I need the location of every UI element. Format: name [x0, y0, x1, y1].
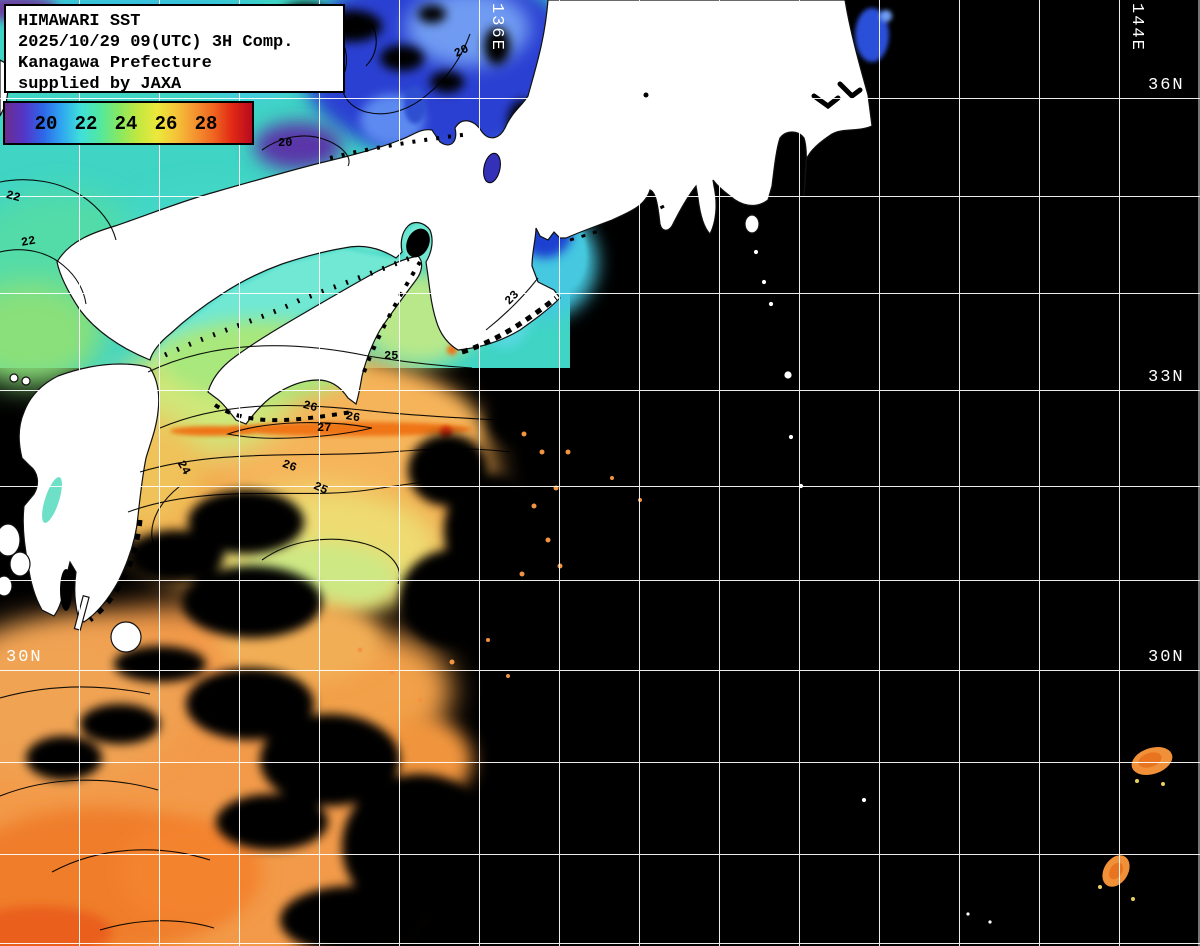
- lake-biwa: [483, 152, 501, 184]
- awaji-nodata: [406, 228, 430, 258]
- land-honshu: [56, 0, 873, 361]
- lake-dot: [643, 92, 649, 98]
- land-yakushima: [110, 621, 142, 653]
- title-line-datetime: 2025/10/29 09(UTC) 3H Comp.: [18, 33, 294, 52]
- ariake-sea: [42, 477, 62, 523]
- colorbar-tick: 20: [34, 113, 58, 135]
- title-line-region: Kanagawa Prefecture: [18, 54, 212, 73]
- lake-kasumigaura: [811, 81, 863, 110]
- land-izu-oshima: [744, 214, 760, 234]
- coastal-fringe: [88, 132, 665, 622]
- land-kyushu: [18, 363, 160, 623]
- sst-colorbar: 20 22 24 26 28: [3, 101, 254, 145]
- land-island: [9, 551, 31, 577]
- cloud-no-data-mask: [26, 3, 550, 946]
- colorbar-tick: 22: [74, 113, 98, 135]
- title-line-product: HIMAWARI SST: [18, 12, 141, 31]
- land-island: [0, 523, 21, 557]
- se-islands-sst: [1098, 747, 1173, 901]
- title-box: HIMAWARI SST 2025/10/29 09(UTC) 3H Comp.…: [4, 4, 345, 94]
- title-line-source: supplied by JAXA: [18, 75, 182, 94]
- small-islands: [753, 249, 993, 925]
- lakes: [42, 81, 863, 611]
- colorbar-tick: 24: [114, 113, 138, 135]
- land-island: [0, 575, 13, 597]
- land: [0, 0, 873, 653]
- land-tanegashima: [73, 595, 90, 631]
- kagoshima-bay: [60, 569, 72, 611]
- land-shikoku: [207, 255, 423, 425]
- colorbar-tick: 28: [194, 113, 218, 135]
- colorbar-tick: 26: [154, 113, 178, 135]
